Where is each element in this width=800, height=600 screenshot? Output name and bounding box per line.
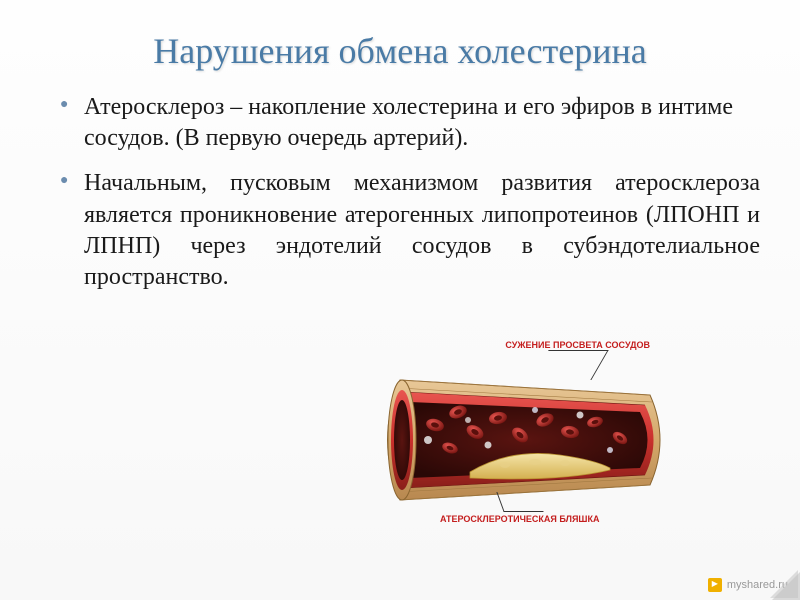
watermark-icon xyxy=(708,578,722,592)
corner-fold-decoration xyxy=(772,572,800,600)
diagram-label-plaque: АТЕРОСКЛЕРОТИЧЕСКАЯ БЛЯШКА xyxy=(440,514,599,524)
callout-line xyxy=(496,492,543,512)
slide-title: Нарушения обмена холестерина xyxy=(40,30,760,72)
artery-diagram: СУЖЕНИЕ ПРОСВЕТА СОСУДОВ xyxy=(360,340,680,540)
bullet-list: Атеросклероз – накопление холестерина и … xyxy=(40,92,760,293)
bullet-item: Атеросклероз – накопление холестерина и … xyxy=(60,92,760,154)
bullet-item: Начальным, пусковым механизмом развития … xyxy=(60,168,760,293)
diagram-label-narrowing: СУЖЕНИЕ ПРОСВЕТА СОСУДОВ xyxy=(505,340,650,350)
slide-container: Нарушения обмена холестерина Атеросклеро… xyxy=(0,0,800,600)
